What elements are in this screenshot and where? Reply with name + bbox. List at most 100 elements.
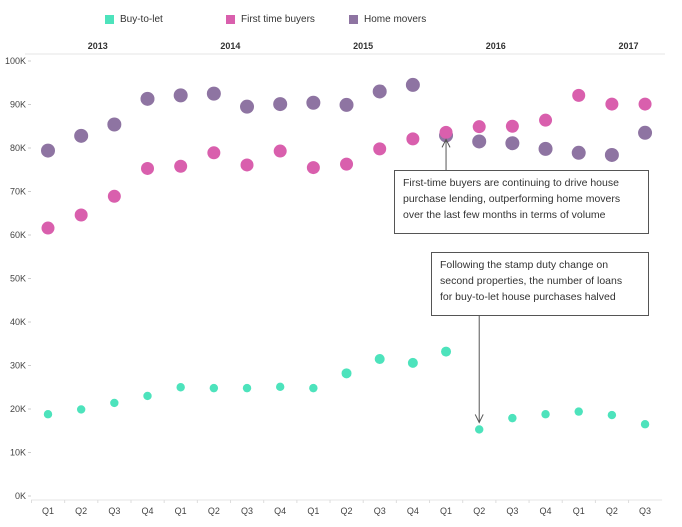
- data-point: [475, 425, 484, 434]
- y-tick-label: 10K: [10, 448, 26, 458]
- data-point: [571, 145, 586, 160]
- data-point: [209, 383, 219, 393]
- y-tick-label: 70K: [10, 187, 26, 197]
- data-point: [110, 398, 119, 408]
- data-point: [505, 136, 520, 151]
- data-point: [206, 86, 221, 101]
- y-axis: 0K 10K 20K 30K 40K 50K 60K 70K 80K 90K 100K: [5, 56, 31, 501]
- y-tick-label: 40K: [10, 317, 26, 327]
- series-buy-to-let: [43, 346, 650, 434]
- data-point: [373, 142, 387, 156]
- data-point: [242, 383, 252, 393]
- y-tick-label: 60K: [10, 230, 26, 240]
- annotation-line: over the last few months in terms of vol…: [403, 209, 606, 221]
- data-point: [107, 189, 121, 203]
- x-tick-label: Q3: [506, 506, 518, 516]
- data-point: [541, 410, 550, 419]
- data-point: [505, 119, 519, 133]
- data-point: [240, 99, 255, 114]
- data-point: [340, 157, 354, 171]
- data-point: [273, 97, 288, 112]
- legend-label: Home movers: [364, 14, 427, 25]
- data-point: [374, 353, 385, 364]
- data-point: [605, 97, 619, 111]
- data-point: [306, 161, 320, 175]
- data-point: [372, 84, 387, 99]
- arrow-head: [441, 138, 451, 148]
- data-point: [309, 383, 318, 393]
- x-tick-label: Q3: [108, 506, 120, 516]
- legend-swatch-home-movers: [349, 15, 358, 24]
- data-point: [472, 134, 487, 149]
- data-point: [41, 221, 55, 235]
- year-label: 2013: [88, 41, 108, 51]
- data-point: [306, 95, 321, 110]
- data-point: [472, 120, 486, 134]
- y-tick-label: 90K: [10, 100, 26, 110]
- data-point: [207, 146, 221, 160]
- data-point: [406, 132, 420, 146]
- x-tick-label: Q2: [473, 506, 485, 516]
- data-point: [640, 420, 650, 429]
- annotation-line: purchase lending, outperforming home mov…: [403, 193, 621, 205]
- data-point: [441, 346, 452, 357]
- arrow-head: [474, 414, 484, 424]
- year-label: 2015: [353, 41, 373, 51]
- data-point: [638, 125, 653, 140]
- year-label: 2016: [486, 41, 506, 51]
- data-point: [140, 91, 155, 106]
- x-axis: Q1 Q2 Q3 Q4 Q1 Q2 Q3 Q4 Q1 Q2 Q3 Q4 Q1 Q2 Q3 Q4 Q1 Q2 Q3: [31, 499, 663, 516]
- y-tick-label: 20K: [10, 404, 26, 414]
- legend-item-buy-to-let[interactable]: Buy-to-let: [105, 14, 163, 25]
- legend-item-home-movers[interactable]: Home movers: [349, 14, 426, 25]
- legend-swatch-first-time-buyers: [226, 15, 235, 24]
- data-point: [174, 159, 188, 173]
- data-point: [405, 77, 420, 92]
- x-tick-label: Q4: [540, 506, 552, 516]
- x-tick-label: Q1: [573, 506, 585, 516]
- legend-item-first-time-buyers[interactable]: First time buyers: [226, 14, 315, 25]
- data-point: [143, 391, 152, 401]
- x-tick-label: Q1: [440, 506, 452, 516]
- x-tick-label: Q3: [639, 506, 651, 516]
- y-tick-label: 50K: [10, 274, 26, 284]
- chart-legend: Buy-to-let First time buyers Home movers: [0, 14, 682, 30]
- data-point: [407, 357, 418, 368]
- legend-swatch-buy-to-let: [105, 15, 114, 24]
- data-point: [341, 368, 352, 379]
- data-point: [538, 141, 553, 156]
- x-tick-label: Q2: [75, 506, 87, 516]
- series-home-movers: [41, 77, 653, 162]
- legend-label: Buy-to-let: [120, 14, 163, 25]
- x-tick-label: Q1: [42, 506, 54, 516]
- x-tick-label: Q1: [307, 506, 319, 516]
- x-tick-label: Q2: [341, 506, 353, 516]
- data-point: [176, 383, 185, 392]
- y-tick-label: 0K: [15, 491, 26, 501]
- data-point: [141, 161, 155, 175]
- data-point: [107, 117, 122, 132]
- data-point: [638, 97, 652, 111]
- data-point: [607, 410, 617, 420]
- data-point: [572, 88, 586, 102]
- legend-label: First time buyers: [241, 14, 315, 25]
- year-label: 2014: [220, 41, 240, 51]
- annotation-line: Following the stamp duty change on: [440, 259, 609, 271]
- y-tick-label: 80K: [10, 143, 26, 153]
- x-tick-label: Q4: [142, 506, 154, 516]
- data-point: [339, 97, 354, 112]
- annotation-line: for buy-to-let house purchases halved: [440, 291, 616, 303]
- data-point: [604, 147, 619, 162]
- data-point: [173, 88, 188, 103]
- y-tick-label: 30K: [10, 361, 26, 371]
- y-tick-label: 100K: [5, 56, 26, 66]
- data-point: [76, 405, 86, 414]
- x-tick-label: Q2: [208, 506, 220, 516]
- x-tick-label: Q4: [407, 506, 419, 516]
- series-layer: [41, 77, 653, 434]
- year-label: 2017: [618, 41, 638, 51]
- series-first-time-buyers: [41, 88, 652, 235]
- data-point: [74, 208, 88, 222]
- annotation-line: second properties, the number of loans: [440, 275, 623, 287]
